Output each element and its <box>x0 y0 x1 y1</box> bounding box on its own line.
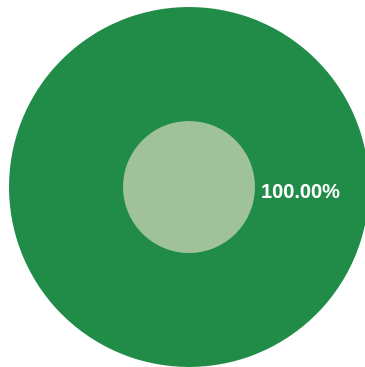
pie-center-disc <box>123 121 255 253</box>
pie-data-labels: 100.00% <box>261 181 340 203</box>
pie-slice-label: 100.00% <box>261 181 340 203</box>
